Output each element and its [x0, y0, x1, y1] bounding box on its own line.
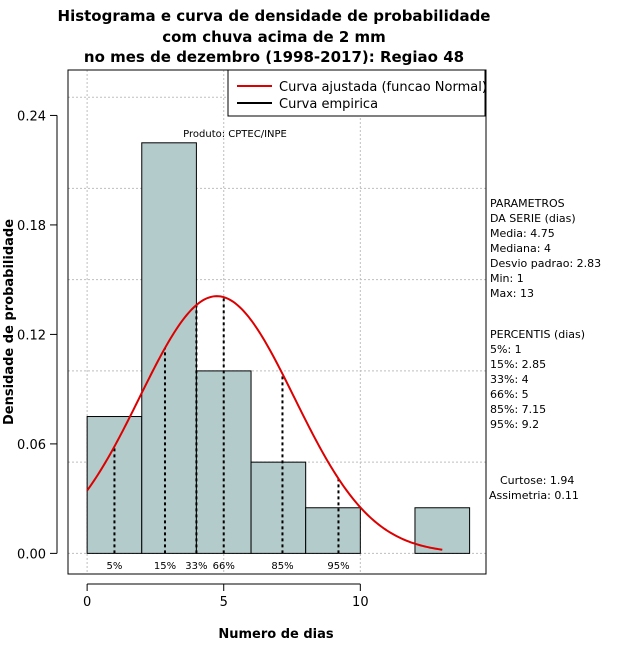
normal-curve-layer	[86, 295, 443, 551]
percentile-label: 33%	[185, 561, 207, 572]
percentile-label: 15%	[154, 561, 176, 572]
params-line: Desvio padrao: 2.83	[490, 257, 601, 270]
x-tick-label: 10	[352, 595, 369, 610]
side-panel: PARAMETROS DA SERIE (dias) Media: 4.75 Me…	[489, 197, 601, 502]
params-line: Mediana: 4	[490, 242, 551, 255]
y-tick-label: 0.18	[17, 219, 46, 234]
percentis-line: 66%: 5	[490, 388, 529, 401]
histogram-bar	[141, 142, 197, 554]
legend-box	[227, 69, 486, 117]
params-line: Media: 4.75	[490, 227, 555, 240]
legend: Curva ajustada (funcao Normal) Curva empi…	[227, 69, 487, 117]
percentile-label: 66%	[213, 561, 235, 572]
y-tick-label: 0.06	[17, 438, 46, 453]
x-axis-title: Numero de dias	[218, 627, 334, 642]
params-line: DA SERIE (dias)	[490, 212, 576, 225]
y-tick-label: 0.00	[17, 547, 46, 562]
annotation-layer: Produto: CPTEC/INPE	[183, 129, 287, 140]
y-axis-title: Densidade de probabilidade	[2, 219, 17, 425]
histogram-bar	[250, 461, 307, 554]
title-line: no mes de dezembro (1998-2017): Regiao 4…	[84, 48, 464, 66]
histogram-bars	[86, 142, 471, 554]
x-tick-label: 5	[220, 595, 228, 610]
y-tick-label: 0.24	[17, 109, 46, 124]
title-line: com chuva acima de 2 mm	[162, 28, 386, 46]
skewness-line: Assimetria: 0.11	[489, 489, 579, 502]
legend-label: Curva empirica	[279, 97, 378, 112]
axes: 0 5 10 0.00 0.06 0.12 0.18 0.24 Numero de dias De…	[2, 109, 369, 642]
product-annotation: Produto: CPTEC/INPE	[183, 129, 287, 140]
params-line: Min: 1	[490, 272, 524, 285]
percentis-line: 95%: 9.2	[490, 418, 539, 431]
chart-title: Histograma e curva de densidade de proba…	[58, 7, 491, 66]
normal-curve	[86, 295, 443, 551]
params-line: Max: 13	[490, 287, 534, 300]
percentile-label: 85%	[271, 561, 293, 572]
histogram-bar	[305, 507, 361, 554]
percentile-label: 95%	[327, 561, 349, 572]
percentis-line: PERCENTIS (dias)	[490, 328, 585, 341]
legend-label: Curva ajustada (funcao Normal)	[279, 80, 487, 95]
percentis-line: 33%: 4	[490, 373, 529, 386]
params-line: PARAMETROS	[490, 197, 565, 210]
title-line: Histograma e curva de densidade de proba…	[58, 7, 491, 25]
percentis-line: 85%: 7.15	[490, 403, 546, 416]
x-tick-label: 0	[83, 595, 91, 610]
kurtosis-line: Curtose: 1.94	[500, 474, 574, 487]
histogram-bar	[414, 507, 471, 554]
percentis-line: 15%: 2.85	[490, 358, 546, 371]
y-tick-label: 0.12	[17, 328, 46, 343]
percentile-label: 5%	[107, 561, 123, 572]
percentis-line: 5%: 1	[490, 343, 522, 356]
percentile-lines: 5% 15% 33% 66% 85% 95%	[107, 297, 350, 572]
